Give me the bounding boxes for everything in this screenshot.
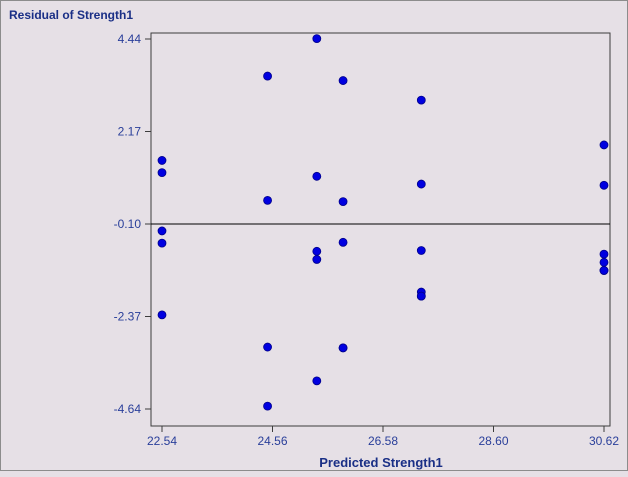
- data-points: [157, 34, 609, 411]
- data-point: [599, 249, 609, 259]
- data-point: [599, 140, 609, 150]
- y-tick-label: -4.64: [114, 402, 142, 416]
- data-point: [263, 342, 272, 352]
- x-axis: 22.54 24.56 26.58 28.60 30.62: [147, 426, 619, 448]
- y-tick-label: 4.44: [118, 32, 142, 46]
- x-tick-label: 22.54: [147, 434, 177, 448]
- data-point: [312, 34, 322, 43]
- x-tick-label: 28.60: [478, 434, 508, 448]
- data-point: [338, 343, 348, 353]
- plot-area: [150, 32, 611, 427]
- data-point: [157, 168, 167, 178]
- x-tick-label: 24.56: [257, 434, 287, 448]
- y-tick-label: 2.17: [118, 125, 142, 139]
- data-point: [157, 238, 167, 248]
- y-tick-label: -2.37: [114, 310, 142, 324]
- data-point: [416, 246, 426, 255]
- x-tick-label: 30.62: [589, 434, 619, 448]
- data-point: [599, 257, 609, 267]
- data-point: [312, 255, 322, 264]
- data-point: [157, 310, 167, 320]
- data-point: [157, 156, 167, 165]
- data-point: [263, 401, 272, 411]
- data-point: [157, 226, 167, 236]
- data-point: [263, 195, 272, 205]
- data-point: [416, 291, 426, 301]
- data-point: [599, 180, 609, 190]
- data-point: [312, 376, 322, 386]
- data-point: [338, 76, 348, 85]
- data-point: [263, 71, 272, 81]
- data-point: [338, 237, 348, 247]
- data-point: [338, 197, 348, 206]
- y-axis-title: Residual of Strength1: [9, 8, 133, 22]
- data-point: [312, 246, 322, 256]
- y-axis: 4.44 2.17 -0.10 -2.37 -4.64: [114, 32, 151, 416]
- y-tick-label: -0.10: [114, 217, 142, 231]
- data-point: [416, 179, 426, 189]
- data-point: [599, 266, 609, 275]
- x-axis-title: Predicted Strength1: [319, 455, 443, 470]
- data-point: [416, 95, 426, 105]
- data-point: [312, 171, 322, 181]
- x-tick-label: 26.58: [368, 434, 398, 448]
